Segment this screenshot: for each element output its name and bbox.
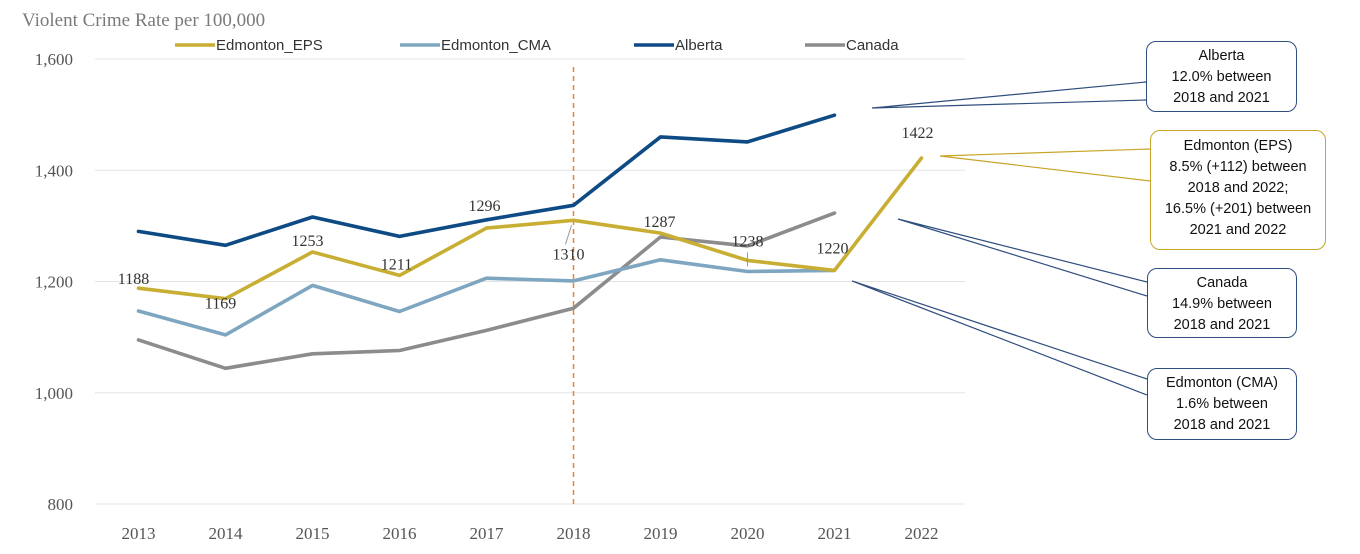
callout-alberta: Alberta 12.0% between 2018 and 2021 — [1146, 41, 1297, 112]
legend-label-edmonton-cma: Edmonton_CMA — [441, 37, 551, 54]
data-label-2022: 1422 — [902, 125, 934, 142]
y-tick-label: 800 — [48, 495, 74, 514]
legend: Edmonton_EPS Edmonton_CMA Alberta Canada — [175, 37, 899, 54]
series-lines — [136, 67, 924, 504]
callout-cma-line-1: Edmonton (CMA) — [1165, 375, 1278, 391]
connector-eps — [939, 148, 1151, 182]
data-label-2019: 1287 — [644, 214, 676, 231]
callout-canada-line-3: 2018 and 2021 — [1173, 317, 1271, 333]
x-tick-label-2019: 2019 — [644, 524, 678, 543]
callout-connectors — [851, 81, 1151, 396]
x-tick-label-2013: 2013 — [122, 524, 156, 543]
y-axis: 800 1,000 1,200 1,400 1,600 — [35, 50, 73, 514]
series-line-canada — [136, 211, 837, 371]
callout-canada: Canada 14.9% between 2018 and 2021 — [1147, 268, 1297, 338]
connector-cma — [851, 280, 1148, 396]
x-tick-label-2018: 2018 — [557, 524, 591, 543]
data-label-2015: 1253 — [292, 233, 324, 250]
callout-canada-line-2: 14.9% between — [1172, 296, 1272, 312]
data-label-leader-2018 — [565, 225, 572, 245]
callout-eps-line-2: 8.5% (+112) between — [1169, 159, 1307, 175]
callout-cma-line-3: 2018 and 2021 — [1173, 417, 1271, 433]
connector-canada — [897, 218, 1148, 297]
callout-alberta-line-2: 12.0% between — [1171, 69, 1272, 85]
y-tick-label: 1,200 — [35, 273, 73, 292]
callout-eps-line-4: 16.5% (+201) between — [1164, 201, 1312, 217]
data-label-2013: 1188 — [118, 271, 149, 288]
callout-alberta-line-3: 2018 and 2021 — [1173, 90, 1270, 106]
legend-label-alberta: Alberta — [675, 37, 723, 54]
data-label-2014: 1169 — [205, 296, 236, 313]
data-label-2017: 1296 — [469, 198, 501, 215]
callout-eps-line-3: 2018 and 2022; — [1187, 180, 1289, 196]
gridlines — [95, 58, 965, 505]
chart-title: Violent Crime Rate per 100,000 — [22, 10, 265, 31]
data-labels: 1188 1169 1253 1211 1296 1310 1287 1238 1220 1422 — [118, 125, 934, 313]
callout-eps-line-1: Edmonton (EPS) — [1183, 138, 1293, 154]
callout-eps-line-5: 2021 and 2022 — [1189, 222, 1287, 238]
callout-edmonton-cma: Edmonton (CMA) 1.6% between 2018 and 202… — [1147, 368, 1297, 440]
connector-alberta — [871, 81, 1147, 109]
x-tick-label-2017: 2017 — [470, 524, 505, 543]
data-label-2021: 1220 — [817, 240, 849, 257]
y-tick-label: 1,400 — [35, 161, 73, 180]
x-tick-label-2015: 2015 — [296, 524, 330, 543]
callout-edmonton-eps: Edmonton (EPS) 8.5% (+112) between 2018 … — [1150, 130, 1326, 250]
x-tick-label-2020: 2020 — [731, 524, 765, 543]
data-label-2018: 1310 — [553, 246, 585, 263]
legend-label-canada: Canada — [846, 37, 899, 54]
callout-cma-line-2: 1.6% between — [1176, 396, 1268, 412]
callout-alberta-line-1: Alberta — [1198, 48, 1245, 64]
series-line-edmonton-cma — [136, 257, 837, 337]
data-label-2016: 1211 — [381, 256, 412, 273]
x-tick-label-2022: 2022 — [905, 524, 939, 543]
x-tick-label-2016: 2016 — [383, 524, 417, 543]
x-axis: 2013 2014 2015 2016 2017 2018 2019 2020 2021 2022 — [122, 524, 939, 543]
y-tick-label: 1,600 — [35, 50, 73, 69]
y-tick-label: 1,000 — [35, 384, 73, 403]
series-line-edmonton-eps — [136, 156, 924, 301]
data-label-2020: 1238 — [732, 233, 764, 250]
callout-canada-line-1: Canada — [1196, 275, 1248, 291]
series-line-alberta — [136, 113, 837, 248]
x-tick-label-2021: 2021 — [818, 524, 852, 543]
legend-label-edmonton-eps: Edmonton_EPS — [216, 37, 323, 54]
x-tick-label-2014: 2014 — [209, 524, 244, 543]
